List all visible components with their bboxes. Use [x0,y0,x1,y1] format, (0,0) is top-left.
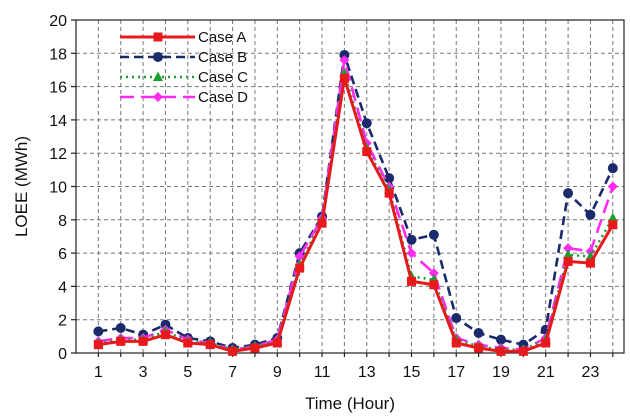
data-point [585,258,595,268]
y-tick-label: 16 [49,80,67,97]
data-point [607,181,618,192]
data-point [451,313,462,324]
data-point [272,338,282,348]
data-point [362,147,372,157]
data-point [473,328,484,339]
data-point [361,118,372,129]
y-tick-label: 14 [49,113,67,130]
data-point [295,263,305,273]
data-point [228,346,238,356]
data-point [607,163,618,174]
legend-marker [153,71,163,81]
data-point [585,209,596,220]
x-tick-label: 3 [139,364,148,381]
data-point [563,249,574,259]
grid [76,20,624,353]
data-point [563,243,574,254]
data-point [205,340,215,350]
data-point [93,326,104,337]
data-point [93,340,103,350]
data-point [339,73,349,83]
data-point [406,248,417,259]
y-tick-label: 0 [58,346,67,363]
x-tick-label: 17 [447,364,465,381]
data-point [250,343,260,353]
data-point [406,234,417,245]
y-tick-label: 4 [58,279,67,296]
legend-label: Case A [198,29,246,46]
series-group [93,49,618,356]
y-tick-label: 18 [49,46,67,63]
x-tick-label: 21 [537,364,555,381]
x-tick-label: 13 [358,364,376,381]
data-point [608,220,618,230]
data-point [384,188,394,198]
data-point [541,338,551,348]
series-line-case-a [98,76,615,353]
x-tick-label: 5 [183,364,192,381]
series-case-d [93,54,618,355]
x-tick-label: 7 [228,364,237,381]
data-point [116,336,126,346]
data-point [160,330,170,340]
data-point [183,338,193,348]
data-point [451,338,461,348]
legend-label: Case C [198,69,248,86]
x-tick-label: 11 [314,364,331,381]
data-point [317,218,327,228]
x-tick-label: 1 [94,364,103,381]
data-point [563,188,574,199]
x-tick-label: 19 [492,364,510,381]
y-axis-title: LOEE (MWh) [12,136,31,237]
legend-item-case-a: Case A [120,29,246,46]
series-line-case-d [98,58,615,351]
series-case-b [93,49,618,354]
x-axis-title: Time (Hour) [305,394,395,413]
data-point [429,280,439,290]
y-tick-label: 8 [58,213,67,230]
legend-marker [153,52,163,62]
legend-marker [153,32,163,42]
data-point [563,256,573,266]
data-point [495,334,506,345]
x-tick-label: 23 [582,364,600,381]
data-point [496,346,506,356]
legend-marker [153,92,163,102]
data-point [339,54,350,65]
y-tick-label: 12 [49,146,67,163]
y-tick-label: 6 [58,246,67,263]
y-tick-label: 10 [49,180,67,197]
x-tick-label: 9 [273,364,282,381]
data-point [138,336,148,346]
legend-label: Case B [198,49,247,66]
y-tick-label: 2 [58,313,67,330]
legend-item-case-d: Case D [120,89,248,106]
y-tick-label: 20 [49,13,67,30]
data-point [607,212,618,223]
data-point [474,343,484,353]
data-point [407,276,417,286]
series-case-a [93,73,618,356]
data-point [518,346,528,356]
data-point [384,173,395,184]
x-tick-label: 15 [403,364,421,381]
data-point [115,323,126,334]
legend: Case A Case B Case C Case D [120,29,248,106]
legend-label: Case D [198,89,248,106]
data-point [428,229,439,240]
legend-item-case-b: Case B [120,49,247,66]
legend-item-case-c: Case C [120,69,248,86]
data-point [428,268,439,279]
